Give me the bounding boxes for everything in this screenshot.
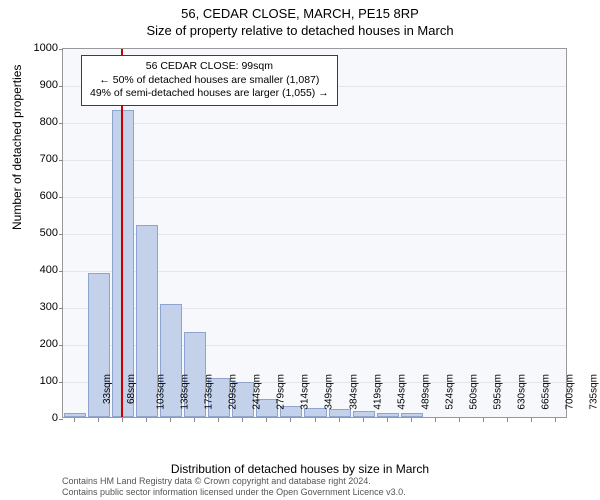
y-tick-mark [59, 234, 63, 235]
x-tick-mark [507, 418, 508, 422]
x-tick-mark [531, 418, 532, 422]
x-tick-label: 524sqm [444, 374, 455, 410]
bar [353, 411, 375, 417]
x-tick-label: 279sqm [276, 374, 287, 410]
x-tick-label: 103sqm [156, 374, 167, 410]
footer-line-2: Contains public sector information licen… [62, 487, 406, 497]
x-tick-mark [411, 418, 412, 422]
x-tick-label: 384sqm [348, 374, 359, 410]
x-tick-label: 33sqm [102, 374, 113, 404]
x-tick-label: 560sqm [468, 374, 479, 410]
x-tick-mark [483, 418, 484, 422]
x-tick-mark [435, 418, 436, 422]
x-tick-label: 735sqm [589, 374, 600, 410]
y-tick-mark [59, 160, 63, 161]
x-tick-label: 665sqm [540, 374, 551, 410]
annotation-line-2: ← 50% of detached houses are smaller (1,… [90, 74, 329, 88]
x-tick-label: 419sqm [372, 374, 383, 410]
y-tick-mark [59, 49, 63, 50]
x-tick-mark [74, 418, 75, 422]
y-tick-label: 0 [18, 412, 58, 424]
x-tick-label: 349sqm [324, 374, 335, 410]
y-tick-mark [59, 123, 63, 124]
x-tick-label: 454sqm [396, 374, 407, 410]
x-tick-mark [98, 418, 99, 422]
y-tick-label: 100 [18, 375, 58, 387]
bar [329, 409, 351, 417]
x-tick-mark [170, 418, 171, 422]
x-tick-mark [242, 418, 243, 422]
title-sub: Size of property relative to detached ho… [0, 21, 600, 38]
x-tick-mark [122, 418, 123, 422]
x-tick-mark [290, 418, 291, 422]
y-tick-label: 800 [18, 116, 58, 128]
bar [64, 413, 86, 417]
bar [112, 110, 134, 417]
x-tick-mark [194, 418, 195, 422]
bar [401, 413, 423, 417]
x-tick-mark [555, 418, 556, 422]
x-tick-label: 244sqm [252, 374, 263, 410]
y-tick-mark [59, 197, 63, 198]
x-tick-label: 489sqm [420, 374, 431, 410]
y-tick-label: 500 [18, 227, 58, 239]
y-tick-label: 300 [18, 301, 58, 313]
y-tick-mark [59, 345, 63, 346]
x-tick-mark [266, 418, 267, 422]
x-tick-label: 173sqm [204, 374, 215, 410]
footer: Contains HM Land Registry data © Crown c… [62, 476, 406, 497]
y-tick-mark [59, 308, 63, 309]
x-tick-mark [146, 418, 147, 422]
title-main: 56, CEDAR CLOSE, MARCH, PE15 8RP [0, 0, 600, 21]
footer-line-1: Contains HM Land Registry data © Crown c… [62, 476, 406, 486]
y-tick-mark [59, 419, 63, 420]
annotation-line-1: 56 CEDAR CLOSE: 99sqm [90, 60, 329, 74]
x-tick-label: 700sqm [565, 374, 576, 410]
x-tick-label: 209sqm [228, 374, 239, 410]
chart-area: 56 CEDAR CLOSE: 99sqm← 50% of detached h… [62, 48, 567, 418]
x-tick-label: 138sqm [180, 374, 191, 410]
x-tick-mark [363, 418, 364, 422]
x-tick-mark [387, 418, 388, 422]
x-axis-label: Distribution of detached houses by size … [0, 462, 600, 476]
y-tick-mark [59, 271, 63, 272]
x-tick-mark [459, 418, 460, 422]
x-tick-mark [315, 418, 316, 422]
annotation-line-3: 49% of semi-detached houses are larger (… [90, 87, 329, 101]
x-tick-mark [218, 418, 219, 422]
annotation-box: 56 CEDAR CLOSE: 99sqm← 50% of detached h… [81, 55, 338, 106]
x-tick-mark [339, 418, 340, 422]
x-tick-label: 68sqm [126, 374, 137, 404]
grid-line [63, 160, 566, 161]
y-tick-label: 600 [18, 190, 58, 202]
y-tick-label: 200 [18, 338, 58, 350]
y-tick-label: 1000 [18, 42, 58, 54]
y-tick-label: 400 [18, 264, 58, 276]
y-tick-label: 700 [18, 153, 58, 165]
y-tick-label: 900 [18, 79, 58, 91]
y-tick-mark [59, 86, 63, 87]
grid-line [63, 197, 566, 198]
x-tick-label: 314sqm [300, 374, 311, 410]
grid-line [63, 123, 566, 124]
bar [377, 413, 399, 417]
y-tick-mark [59, 382, 63, 383]
x-tick-label: 595sqm [492, 374, 503, 410]
x-tick-label: 630sqm [516, 374, 527, 410]
